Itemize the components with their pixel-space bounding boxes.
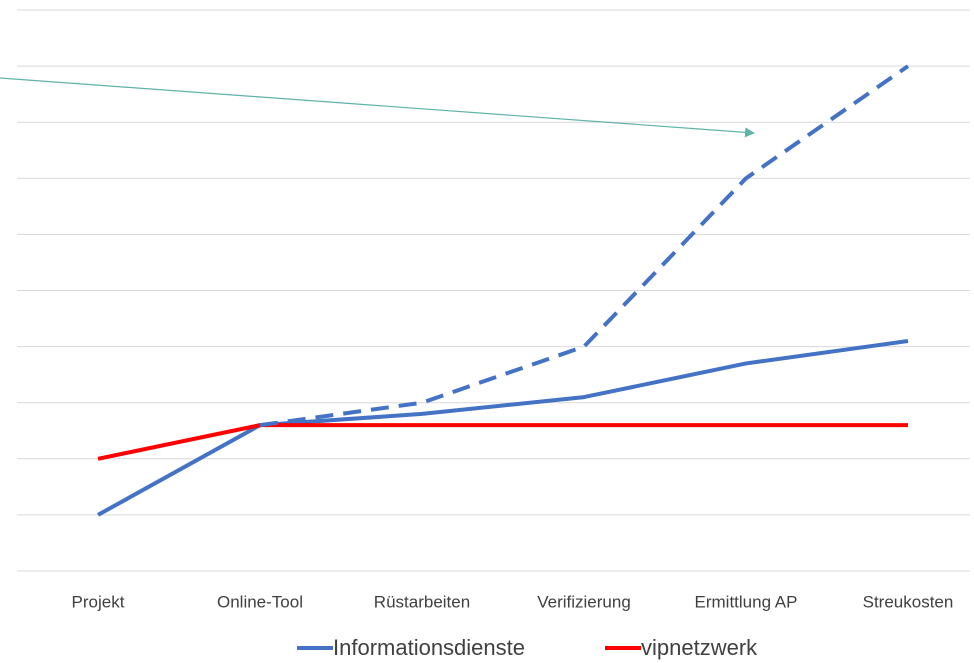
grid	[17, 9, 970, 572]
legend-label: vipnetzwerk	[641, 635, 758, 660]
labels: Projekt Online-Tool Rüstarbeiten Verifizier…	[72, 592, 954, 611]
x-tick-label: Rüstarbeiten	[374, 592, 470, 611]
x-tick-label: Ermittlung AP	[695, 592, 798, 611]
legend: Informationsdienste vipnetzwerk	[297, 635, 758, 660]
legend-label: Informationsdienste	[333, 635, 525, 660]
annotation-arrow	[0, 77, 755, 138]
x-tick-label: Projekt	[72, 592, 125, 611]
x-tick-label: Streukosten	[863, 592, 954, 611]
x-tick-label: Verifizierung	[537, 592, 631, 611]
series-line	[97, 339, 909, 517]
dashed-line	[259, 64, 910, 428]
series-line	[97, 423, 908, 461]
x-tick-label: Online-Tool	[217, 592, 303, 611]
lines	[97, 64, 910, 517]
